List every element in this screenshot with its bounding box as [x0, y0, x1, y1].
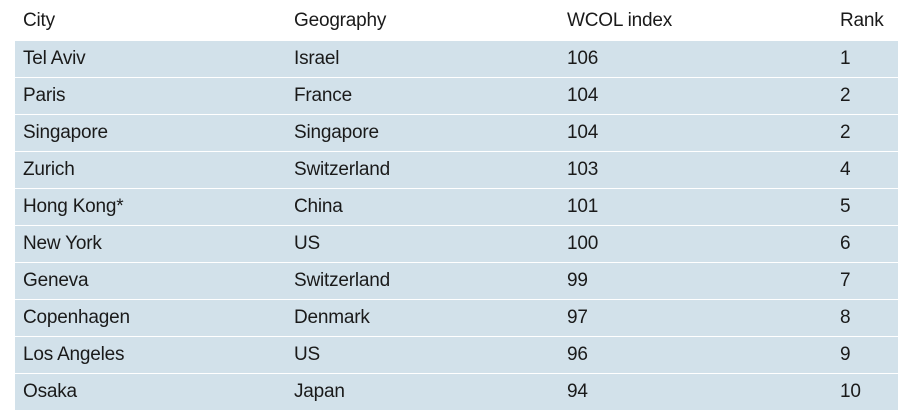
table-row: Tel Aviv Israel 106 1	[15, 41, 898, 78]
header-rank: Rank	[840, 9, 884, 31]
geography-cell: US	[294, 233, 320, 254]
rank-cell: 10	[840, 381, 861, 402]
rank-cell: 2	[840, 122, 851, 143]
geography-cell: China	[294, 196, 343, 217]
city-cell: Copenhagen	[23, 307, 130, 328]
index-cell: 106	[567, 48, 599, 69]
table-row: Copenhagen Denmark 97 8	[15, 300, 898, 337]
city-cell: Zurich	[23, 159, 75, 180]
rank-cell: 9	[840, 344, 851, 365]
wcol-ranking-table: City Geography WCOL index Rank Tel Aviv …	[15, 0, 898, 411]
rank-cell: 1	[840, 48, 851, 69]
city-cell: Hong Kong*	[23, 196, 124, 217]
city-cell: New York	[23, 233, 102, 254]
city-cell: Tel Aviv	[23, 48, 86, 69]
city-cell: Geneva	[23, 270, 89, 291]
rank-cell: 6	[840, 233, 851, 254]
index-cell: 103	[567, 159, 599, 180]
city-cell: Osaka	[23, 381, 77, 402]
index-cell: 101	[567, 196, 599, 217]
table-row: Paris France 104 2	[15, 78, 898, 115]
index-cell: 100	[567, 233, 599, 254]
table-header-row: City Geography WCOL index Rank	[15, 0, 898, 41]
index-cell: 97	[567, 307, 588, 328]
table-row: New York US 100 6	[15, 226, 898, 263]
geography-cell: France	[294, 85, 352, 106]
rank-cell: 5	[840, 196, 851, 217]
index-cell: 104	[567, 122, 599, 143]
rank-cell: 7	[840, 270, 851, 291]
table-row: Singapore Singapore 104 2	[15, 115, 898, 152]
rank-cell: 4	[840, 159, 851, 180]
table-row: Hong Kong* China 101 5	[15, 189, 898, 226]
table-row: Osaka Japan 94 10	[15, 374, 898, 411]
geography-cell: Israel	[294, 48, 340, 69]
city-cell: Singapore	[23, 122, 108, 143]
city-cell: Paris	[23, 85, 66, 106]
index-cell: 99	[567, 270, 588, 291]
geography-cell: Switzerland	[294, 270, 391, 291]
geography-cell: Singapore	[294, 122, 379, 143]
table-row: Zurich Switzerland 103 4	[15, 152, 898, 189]
header-geography: Geography	[294, 9, 387, 31]
index-cell: 94	[567, 381, 588, 402]
table-row: Los Angeles US 96 9	[15, 337, 898, 374]
rank-cell: 2	[840, 85, 851, 106]
rank-cell: 8	[840, 307, 851, 328]
geography-cell: Japan	[294, 381, 345, 402]
geography-cell: Denmark	[294, 307, 370, 328]
header-city: City	[23, 9, 55, 31]
table-row: Geneva Switzerland 99 7	[15, 263, 898, 300]
index-cell: 96	[567, 344, 588, 365]
city-cell: Los Angeles	[23, 344, 125, 365]
geography-cell: Switzerland	[294, 159, 391, 180]
header-wcol-index: WCOL index	[567, 9, 672, 31]
geography-cell: US	[294, 344, 320, 365]
index-cell: 104	[567, 85, 599, 106]
